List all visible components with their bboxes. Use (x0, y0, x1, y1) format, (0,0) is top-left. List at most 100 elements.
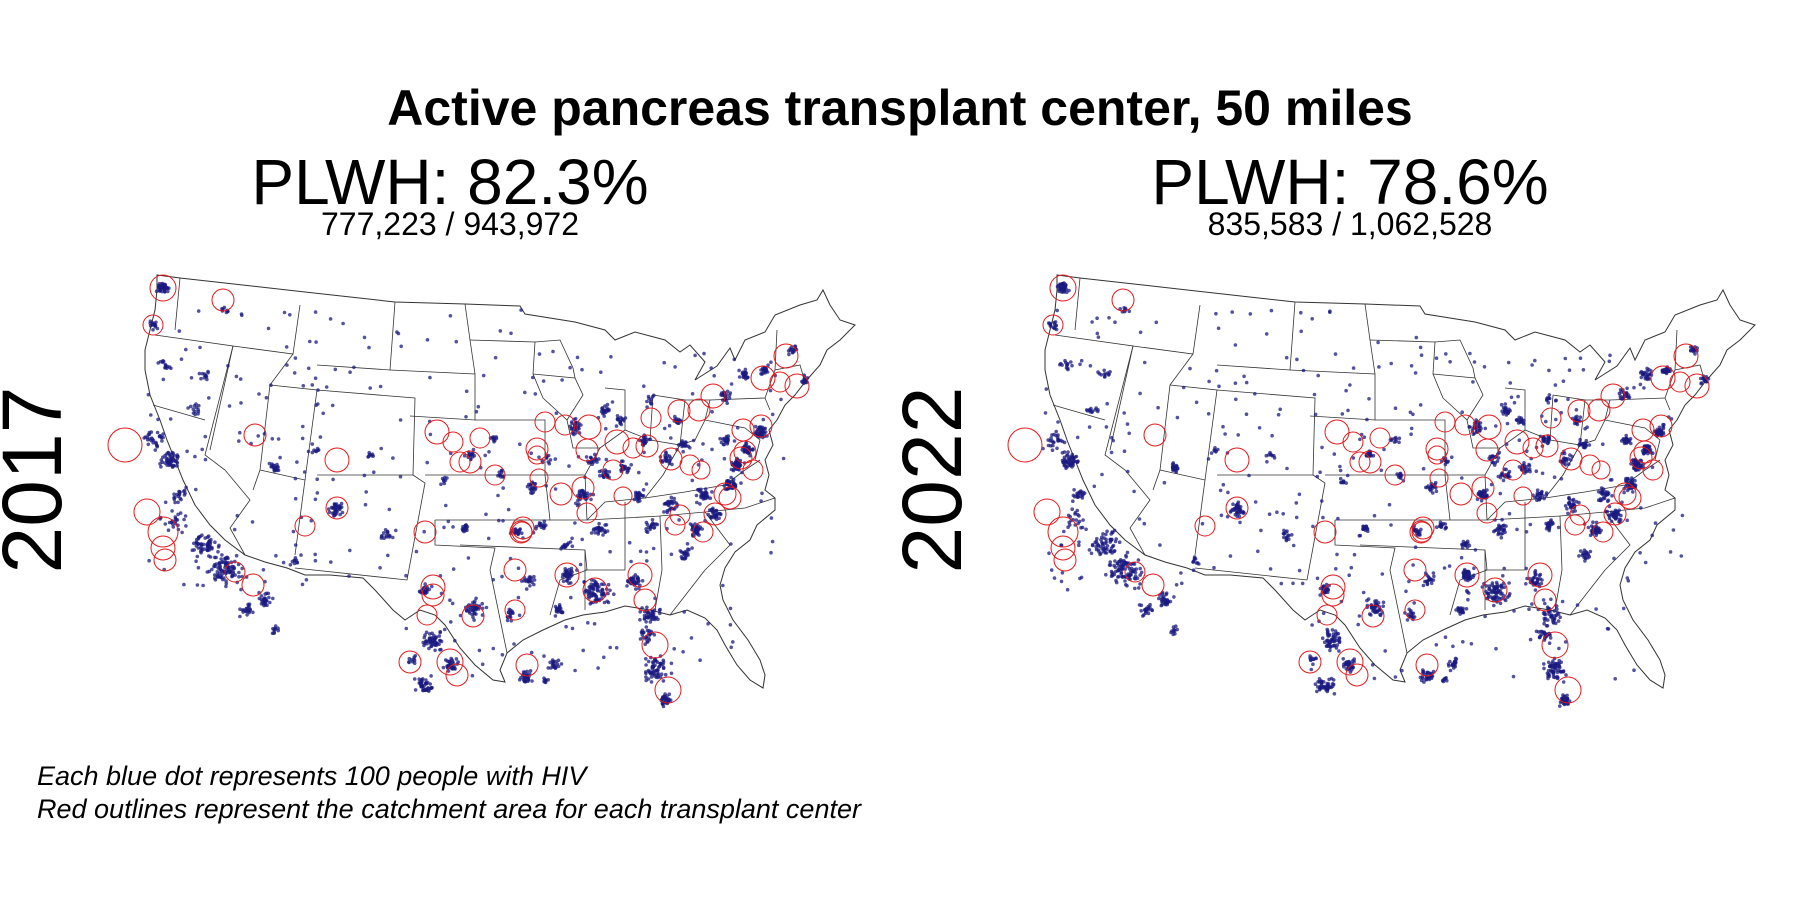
hiv-dot (568, 540, 573, 544)
hiv-dot (660, 696, 665, 700)
catchment-circle (1650, 365, 1676, 391)
hiv-dot (418, 590, 422, 594)
catchment-circle (211, 288, 235, 312)
hiv-dot (170, 509, 174, 513)
hiv-dot (1561, 379, 1566, 383)
hiv-dot (729, 475, 733, 480)
hiv-dot (1123, 563, 1128, 567)
hiv-dot (1433, 480, 1438, 485)
hiv-dot (1460, 476, 1464, 480)
hiv-dot (642, 450, 646, 455)
hiv-dot (1267, 512, 1272, 516)
hiv-dot (1107, 316, 1111, 320)
hiv-dot (710, 447, 714, 452)
hiv-dot (1135, 576, 1140, 580)
hiv-dot (165, 457, 170, 461)
hiv-dot (147, 430, 152, 435)
hiv-dot (1138, 391, 1142, 396)
catchment-circle (442, 431, 464, 453)
hiv-dot (1285, 529, 1289, 533)
hiv-dot (731, 640, 735, 644)
hiv-dot (1070, 363, 1074, 368)
hiv-dot (589, 593, 594, 597)
hiv-dot (1443, 462, 1448, 467)
hiv-dot (1044, 387, 1049, 391)
hiv-dot (179, 357, 184, 361)
hiv-dot (1315, 689, 1319, 694)
hiv-dot (407, 660, 411, 664)
hiv-dot (629, 463, 633, 467)
hiv-dot (1107, 563, 1112, 567)
hiv-dot (1563, 640, 1568, 644)
hiv-dot (599, 469, 604, 473)
hiv-dot (1494, 580, 1499, 585)
hiv-dot (725, 401, 729, 405)
hiv-dot (159, 465, 163, 469)
hiv-dot (443, 475, 447, 480)
hiv-dot (1535, 488, 1540, 492)
hiv-dot (690, 478, 695, 483)
catchment-circle (1225, 496, 1249, 520)
hiv-dot (1181, 385, 1186, 390)
hiv-dot (1559, 696, 1564, 701)
hiv-dot (381, 531, 386, 535)
hiv-dot (387, 535, 392, 539)
hiv-dot (1349, 565, 1354, 570)
catchment-circle (1336, 648, 1364, 676)
hiv-dot (1639, 506, 1643, 510)
hiv-dot (448, 598, 452, 602)
hiv-dot (1663, 367, 1668, 372)
catchment-circle (1320, 574, 1346, 600)
hiv-dot (1284, 355, 1289, 360)
hiv-dot (276, 628, 280, 633)
hiv-dot (1230, 310, 1234, 314)
hiv-dot (1507, 581, 1511, 585)
hiv-dot (1602, 496, 1607, 501)
catchment-circle (1567, 399, 1591, 423)
hiv-dot (550, 658, 555, 662)
hiv-dot (1371, 453, 1376, 458)
hiv-dot (379, 536, 384, 540)
hiv-dot (662, 510, 666, 514)
hiv-dot (1389, 523, 1393, 527)
hiv-dot (1574, 408, 1579, 412)
hiv-dot (1219, 513, 1224, 518)
hiv-dot (1110, 530, 1114, 534)
hiv-dot (1321, 611, 1326, 616)
hiv-dot (1575, 603, 1580, 607)
hiv-dot (157, 434, 162, 439)
hiv-dot (1414, 335, 1419, 340)
hiv-dot (1420, 675, 1425, 679)
hiv-dot (205, 377, 209, 382)
hiv-dot (1168, 599, 1173, 604)
hiv-dot (1655, 427, 1660, 432)
hiv-dot (1218, 488, 1223, 493)
hiv-dot (162, 287, 167, 292)
hiv-dot (1570, 454, 1574, 459)
hiv-dot (496, 493, 500, 498)
catchment-circle (1049, 274, 1077, 302)
hiv-dot (1320, 636, 1325, 640)
hiv-dot (196, 409, 201, 414)
catchment-circle (1633, 440, 1657, 464)
hiv-dot (1699, 381, 1703, 386)
hiv-dot (1626, 579, 1631, 583)
state-border (1554, 569, 1563, 611)
hiv-dot (1323, 590, 1327, 594)
hiv-dot (1625, 518, 1629, 523)
hiv-dot (316, 388, 320, 392)
hiv-dot (1556, 619, 1561, 623)
hiv-dot (191, 407, 196, 411)
hiv-dot (1110, 573, 1115, 578)
hiv-dot (702, 351, 706, 356)
hiv-dot (1446, 662, 1451, 666)
hiv-dot (1052, 576, 1057, 580)
hiv-dot (525, 484, 530, 489)
hiv-dot (578, 495, 583, 499)
hiv-dot (1114, 537, 1118, 541)
hiv-dot (1508, 408, 1512, 413)
catchment-circle (1541, 631, 1569, 659)
hiv-dot (1100, 472, 1104, 477)
hiv-dot (282, 310, 287, 315)
hiv-dot (728, 606, 733, 611)
